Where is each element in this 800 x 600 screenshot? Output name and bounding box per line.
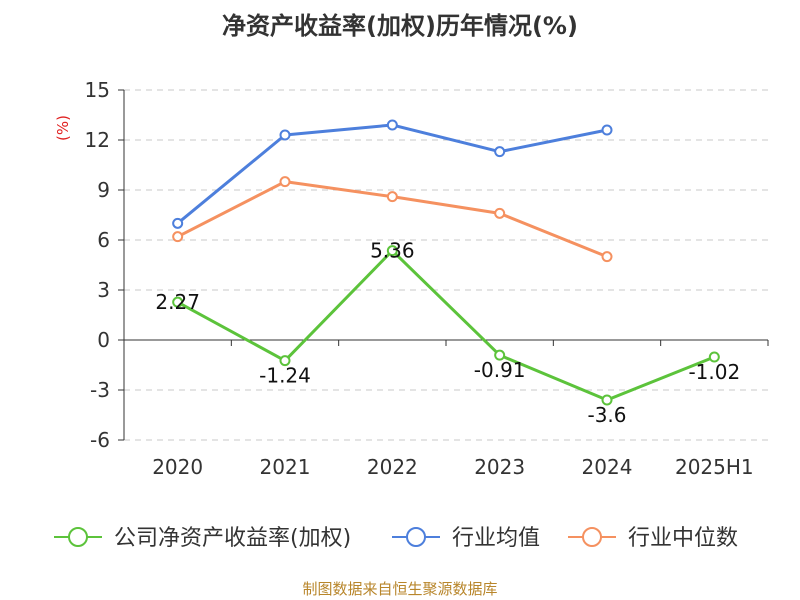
data-point (172, 217, 184, 229)
data-point (386, 191, 398, 203)
y-tick-label: -6 (90, 428, 110, 452)
data-point (494, 207, 506, 219)
data-point (172, 296, 184, 308)
data-point (279, 129, 291, 141)
series-lines (172, 119, 720, 406)
data-point (494, 349, 506, 361)
series-line (176, 249, 715, 402)
data-label: 5.36 (370, 239, 415, 263)
y-tick-label: 0 (97, 328, 110, 352)
y-tick-label: 6 (97, 228, 110, 252)
data-label: -1.24 (259, 364, 311, 388)
legend-label: 行业中位数 (628, 526, 738, 551)
legend-swatch-marker (68, 527, 88, 547)
data-label: -3.6 (587, 403, 626, 427)
data-label: -1.02 (688, 360, 740, 384)
data-point (708, 351, 720, 363)
data-point (279, 176, 291, 188)
legend-label: 行业均值 (452, 526, 540, 551)
source-note: 制图数据来自恒生聚源数据库 (302, 580, 498, 598)
axes: 15 12 9 6 3 0 -3 -6 2020 2021 2022 2023 2024 2025H1 (%… (54, 78, 769, 479)
y-axis-label: (%) (54, 115, 72, 141)
y-tick-label: 3 (97, 278, 110, 302)
gridlines (124, 89, 768, 441)
legend-swatch-marker (582, 527, 602, 547)
legend-label: 公司净资产收益率(加权) (114, 526, 351, 551)
data-point (386, 119, 398, 131)
legend-swatch-marker (406, 527, 426, 547)
data-point (601, 394, 613, 406)
data-labels: 2.27 -1.24 5.36 -0.91 -3.6 -1.02 (155, 239, 740, 427)
y-tick-label: -3 (90, 378, 110, 402)
x-tick-label: 2020 (152, 455, 203, 479)
data-label: 2.27 (155, 290, 200, 314)
data-point (172, 231, 184, 243)
data-point (601, 124, 613, 136)
data-point (279, 355, 291, 367)
data-point (601, 251, 613, 263)
legend: 公司净资产收益率(加权) 行业均值 行业中位数 (54, 526, 738, 551)
y-tick-label: 15 (85, 78, 110, 102)
chart-title: 净资产收益率(加权)历年情况(%) (222, 12, 578, 40)
y-tick-label: 12 (85, 128, 110, 152)
x-tick-label: 2023 (474, 455, 525, 479)
x-tick-label: 2022 (367, 455, 418, 479)
data-point (494, 146, 506, 158)
x-tick-label: 2024 (582, 455, 633, 479)
y-tick-label: 9 (97, 178, 110, 202)
x-tick-label: 2021 (260, 455, 311, 479)
data-label: -0.91 (474, 358, 526, 382)
data-point (386, 245, 398, 257)
x-tick-label: 2025H1 (675, 455, 754, 479)
